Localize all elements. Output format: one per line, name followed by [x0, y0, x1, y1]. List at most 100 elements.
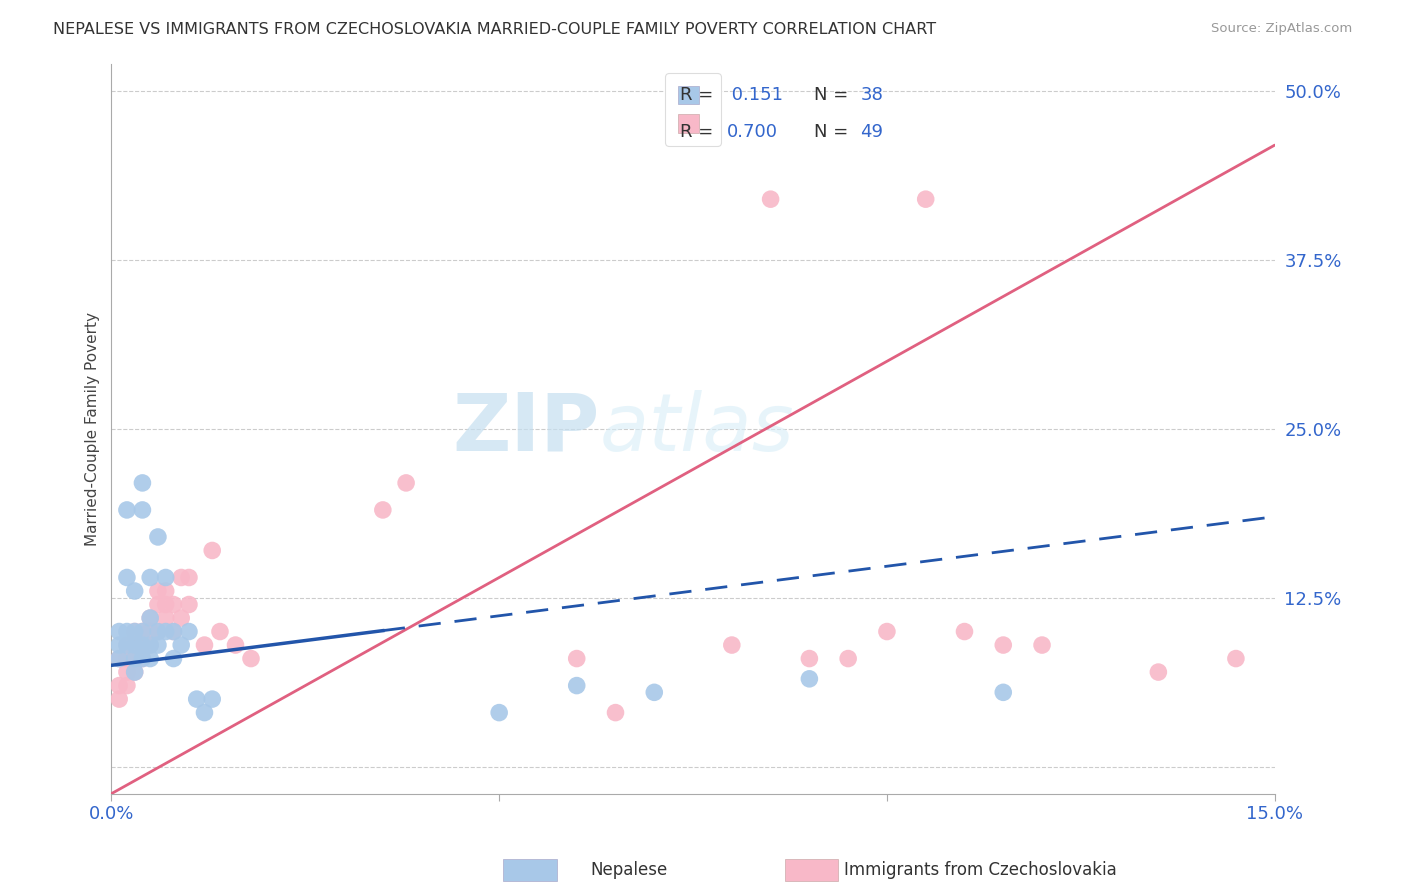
Text: 0.700: 0.700 — [727, 123, 778, 141]
Point — [201, 543, 224, 558]
Legend: , : , — [665, 73, 721, 146]
Point — [162, 624, 184, 639]
Point — [155, 611, 177, 625]
Text: ZIP: ZIP — [453, 390, 600, 468]
Point — [124, 651, 146, 665]
Text: N =: N = — [814, 87, 853, 104]
Point — [108, 679, 131, 693]
Point — [1147, 665, 1170, 679]
Point — [139, 651, 162, 665]
Point — [124, 665, 146, 679]
Point — [115, 651, 138, 665]
Point — [146, 530, 169, 544]
Point — [186, 692, 208, 706]
Text: atlas: atlas — [600, 390, 794, 468]
Point — [115, 665, 138, 679]
Point — [139, 611, 162, 625]
Point — [177, 598, 200, 612]
Point — [124, 665, 146, 679]
Point — [208, 624, 231, 639]
Point — [124, 638, 146, 652]
Point — [108, 692, 131, 706]
Point — [193, 706, 215, 720]
Point — [131, 638, 153, 652]
Point — [993, 685, 1015, 699]
Point — [146, 624, 169, 639]
Point — [124, 651, 146, 665]
Point — [721, 638, 744, 652]
Point — [108, 651, 131, 665]
Point — [170, 570, 193, 584]
Point — [115, 624, 138, 639]
Point — [395, 475, 418, 490]
Point — [837, 651, 859, 665]
Point — [177, 624, 200, 639]
Point — [131, 475, 153, 490]
Text: Source: ZipAtlas.com: Source: ZipAtlas.com — [1212, 22, 1353, 36]
Point — [146, 638, 169, 652]
Point — [993, 638, 1015, 652]
Point — [124, 624, 146, 639]
Point — [139, 570, 162, 584]
Point — [193, 638, 215, 652]
Point — [115, 638, 138, 652]
Point — [139, 638, 162, 652]
Point — [124, 638, 146, 652]
Point — [170, 611, 193, 625]
Point — [177, 570, 200, 584]
Point — [1225, 651, 1247, 665]
Point — [139, 611, 162, 625]
Point — [146, 598, 169, 612]
Text: R =: R = — [681, 123, 718, 141]
Point — [914, 192, 936, 206]
Point — [131, 624, 153, 639]
Point — [371, 503, 394, 517]
Point — [124, 584, 146, 599]
Point — [876, 624, 898, 639]
Point — [224, 638, 246, 652]
Point — [488, 706, 510, 720]
Text: R =: R = — [681, 87, 718, 104]
Point — [131, 651, 153, 665]
Point — [799, 651, 821, 665]
Point — [201, 692, 224, 706]
Point — [170, 638, 193, 652]
Point — [643, 685, 665, 699]
Point — [108, 638, 131, 652]
Point — [108, 624, 131, 639]
Y-axis label: Married-Couple Family Poverty: Married-Couple Family Poverty — [86, 312, 100, 546]
Point — [1031, 638, 1053, 652]
Point — [115, 503, 138, 517]
Point — [115, 679, 138, 693]
Point — [115, 638, 138, 652]
Point — [155, 624, 177, 639]
Point — [759, 192, 782, 206]
Point — [953, 624, 976, 639]
Point — [131, 624, 153, 639]
Point — [146, 584, 169, 599]
Point — [605, 706, 627, 720]
Point — [162, 598, 184, 612]
Point — [162, 651, 184, 665]
Point — [124, 624, 146, 639]
Point — [108, 651, 131, 665]
Point — [565, 679, 588, 693]
Point — [115, 570, 138, 584]
Point — [139, 638, 162, 652]
Point — [131, 503, 153, 517]
Text: 49: 49 — [860, 123, 883, 141]
Text: 38: 38 — [860, 87, 883, 104]
Point — [139, 624, 162, 639]
Point — [799, 672, 821, 686]
Point — [565, 651, 588, 665]
Point — [131, 651, 153, 665]
Point — [155, 598, 177, 612]
Text: Nepalese: Nepalese — [591, 861, 668, 879]
Text: N =: N = — [814, 123, 853, 141]
Point — [240, 651, 263, 665]
Text: NEPALESE VS IMMIGRANTS FROM CZECHOSLOVAKIA MARRIED-COUPLE FAMILY POVERTY CORRELA: NEPALESE VS IMMIGRANTS FROM CZECHOSLOVAK… — [53, 22, 936, 37]
Point — [155, 584, 177, 599]
Point — [155, 570, 177, 584]
Point — [146, 624, 169, 639]
Point — [131, 638, 153, 652]
